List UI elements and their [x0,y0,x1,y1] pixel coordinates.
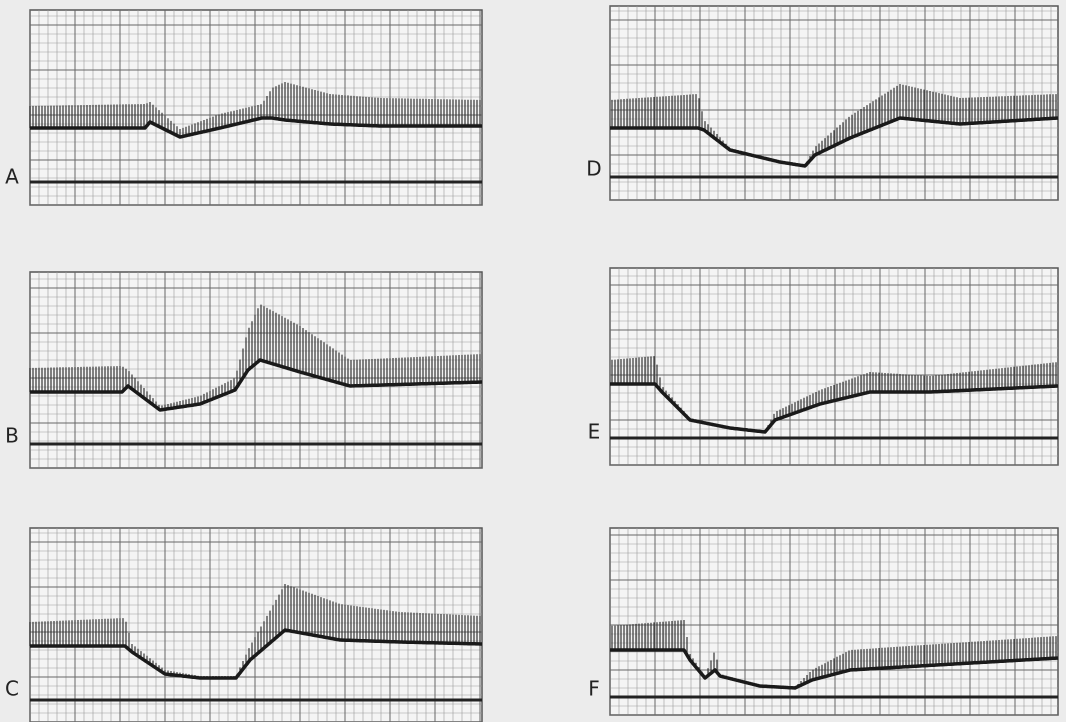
recording-panel: C [5,527,483,722]
grid-major [609,268,1058,466]
recording-panel: A [5,9,483,206]
recording-panel: B [5,271,483,469]
panel-label: B [5,424,19,448]
recording-panel: D [586,5,1059,201]
trace [29,358,483,412]
chart-paper [609,5,1059,201]
trace [609,648,1059,690]
trace [609,116,1059,168]
chart-paper [609,527,1059,716]
recording-panel: F [588,527,1059,716]
trace-oscillation [29,82,481,137]
grid-major [609,6,1058,201]
panel-label: F [588,677,600,701]
trace [609,382,1059,434]
grid-minor [610,528,1058,715]
panel-label: C [5,677,19,701]
chart-paper [609,267,1059,466]
panel-label: A [5,165,19,189]
panel-label: E [588,420,601,444]
trace [29,116,483,139]
panel-label: D [586,157,601,181]
trace-oscillation [29,304,481,410]
trace [29,628,483,680]
recording-panel: E [588,267,1059,466]
grid-minor [610,268,1058,465]
